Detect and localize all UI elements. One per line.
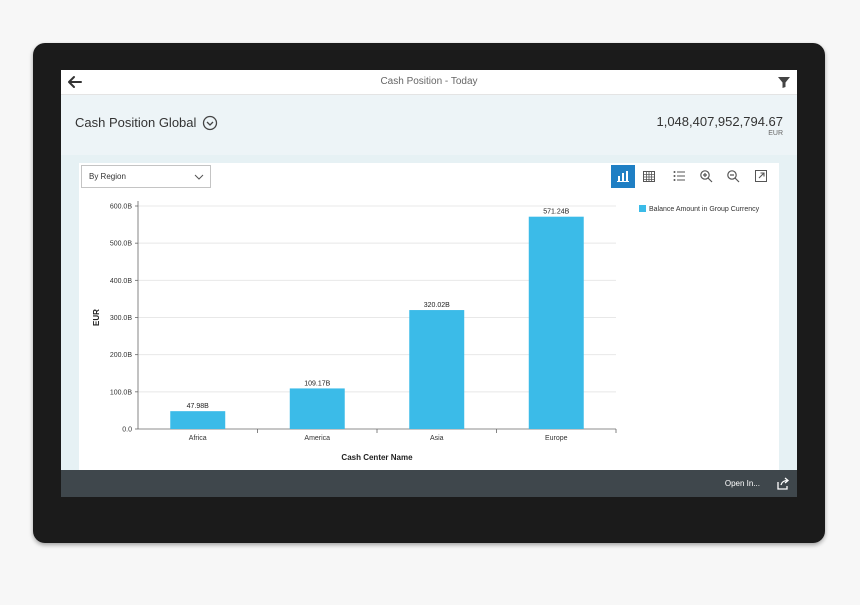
amount-currency: EUR [768, 130, 783, 137]
fullscreen-button[interactable] [749, 165, 773, 188]
data-label: 320.02B [424, 302, 450, 309]
x-tick-label: Asia [430, 435, 444, 442]
legend-swatch [639, 205, 646, 212]
page-title: Cash Position Global [75, 115, 197, 130]
list-icon [673, 171, 685, 181]
data-label: 47.98B [187, 403, 210, 410]
y-tick-label: 500.0B [110, 241, 133, 248]
x-tick-label: Europe [545, 435, 568, 442]
data-label: 109.17B [304, 380, 330, 387]
object-header: Cash Position Global 1,048,407,952,794.6… [61, 95, 797, 155]
y-tick-label: 300.0B [110, 315, 133, 322]
table-button[interactable] [637, 165, 661, 188]
back-arrow-icon[interactable] [67, 74, 83, 90]
chart-container: By Region [61, 155, 797, 470]
chart-legend: Balance Amount in Group Currency [639, 205, 759, 213]
bar-chart: 0.0 100.0B 200.0B 300.0B 400.0B 500.0B 600.0B 4… [92, 201, 617, 462]
legend-label: Balance Amount in Group Currency [649, 206, 760, 213]
x-tick-label: America [304, 435, 330, 442]
data-label: 571.24B [543, 209, 569, 216]
y-tick-label: 400.0B [110, 278, 133, 285]
filter-icon[interactable] [777, 75, 791, 89]
bar [409, 310, 465, 429]
footer-bar: Open In... [61, 470, 797, 497]
zoom-in-icon [700, 170, 713, 183]
y-tick-label: 600.0B [110, 204, 133, 211]
zoom-out-icon [727, 170, 740, 183]
legend-button[interactable] [667, 165, 691, 188]
total-amount: 1,048,407,952,794.67 [656, 114, 783, 129]
bar-chart-icon [617, 171, 629, 182]
app-screen: Cash Position - Today Cash Position Glob… [61, 70, 797, 497]
view-select[interactable]: By Region [81, 165, 211, 188]
y-tick-label: 200.0B [110, 352, 133, 359]
table-icon [643, 171, 655, 182]
y-tick-label: 0.0 [122, 427, 132, 434]
chart-toolbar [611, 165, 775, 188]
open-in-button[interactable]: Open In... [724, 479, 760, 488]
bar [170, 411, 226, 429]
zoom-out-button[interactable] [721, 165, 745, 188]
bar-chart-button[interactable] [611, 165, 635, 188]
view-select-value: By Region [89, 172, 126, 181]
share-icon[interactable] [776, 477, 790, 491]
shell-bar: Cash Position - Today [61, 70, 797, 95]
x-tick-label: Africa [189, 435, 207, 442]
zoom-in-button[interactable] [694, 165, 718, 188]
x-axis-title: Cash Center Name [341, 453, 413, 462]
bar [528, 216, 584, 429]
fullscreen-icon [755, 170, 767, 182]
y-axis-title: EUR [92, 309, 101, 326]
chevron-down-icon [194, 174, 204, 180]
bar [289, 388, 345, 429]
chart-card: By Region [79, 163, 779, 470]
chevron-down-circle-icon[interactable] [202, 115, 218, 131]
app-title: Cash Position - Today [380, 76, 478, 87]
y-tick-label: 100.0B [110, 389, 133, 396]
